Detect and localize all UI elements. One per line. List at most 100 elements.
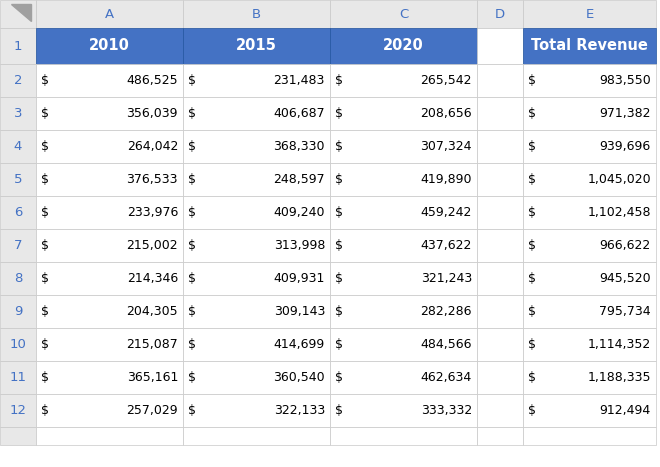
Text: 214,346: 214,346 <box>127 272 178 285</box>
Text: $: $ <box>335 404 343 417</box>
Bar <box>36 0 183 28</box>
Bar <box>523 295 656 328</box>
Text: 356,039: 356,039 <box>127 107 178 120</box>
Bar <box>477 229 523 262</box>
Text: 208,656: 208,656 <box>420 107 472 120</box>
Bar <box>330 361 477 394</box>
Bar <box>523 262 656 295</box>
Bar <box>523 427 656 445</box>
Bar <box>477 0 523 28</box>
Bar <box>523 394 656 427</box>
Text: 265,542: 265,542 <box>420 74 472 87</box>
Bar <box>523 196 656 229</box>
Bar <box>477 28 523 64</box>
Text: 484,566: 484,566 <box>420 338 472 351</box>
Bar <box>330 0 477 28</box>
Bar <box>330 394 477 427</box>
Bar <box>477 427 523 445</box>
Bar <box>183 28 330 64</box>
Bar <box>0 130 36 163</box>
Polygon shape <box>11 4 30 21</box>
Bar <box>0 262 36 295</box>
Text: E: E <box>585 7 593 21</box>
Bar <box>523 229 656 262</box>
Bar <box>36 427 183 445</box>
Text: $: $ <box>188 371 196 384</box>
Text: $: $ <box>188 404 196 417</box>
Text: B: B <box>252 7 261 21</box>
Bar <box>183 361 330 394</box>
Text: 409,240: 409,240 <box>273 206 325 219</box>
Bar <box>477 196 523 229</box>
Text: $: $ <box>41 206 49 219</box>
Text: 215,002: 215,002 <box>126 239 178 252</box>
Text: $: $ <box>335 338 343 351</box>
Bar <box>0 28 36 64</box>
Text: 264,042: 264,042 <box>127 140 178 153</box>
Text: Total Revenue: Total Revenue <box>531 38 648 54</box>
Text: 1,045,020: 1,045,020 <box>587 173 651 186</box>
Text: $: $ <box>188 305 196 318</box>
Bar <box>36 262 183 295</box>
Text: $: $ <box>41 371 49 384</box>
Bar <box>183 394 330 427</box>
Bar <box>477 262 523 295</box>
Bar <box>330 64 477 97</box>
Text: $: $ <box>41 338 49 351</box>
Text: $: $ <box>528 140 536 153</box>
Bar <box>183 64 330 97</box>
Bar <box>36 163 183 196</box>
Text: 10: 10 <box>9 338 26 351</box>
Bar <box>183 262 330 295</box>
Bar <box>523 361 656 394</box>
Text: 437,622: 437,622 <box>420 239 472 252</box>
Bar <box>36 229 183 262</box>
Bar <box>0 0 36 28</box>
Text: $: $ <box>335 371 343 384</box>
Bar <box>523 64 656 97</box>
Text: 4: 4 <box>14 140 22 153</box>
Text: $: $ <box>41 173 49 186</box>
Text: $: $ <box>188 74 196 87</box>
Text: $: $ <box>528 404 536 417</box>
Text: 333,332: 333,332 <box>421 404 472 417</box>
Text: 9: 9 <box>14 305 22 318</box>
Text: D: D <box>495 7 505 21</box>
Bar <box>36 361 183 394</box>
Text: 983,550: 983,550 <box>599 74 651 87</box>
Text: $: $ <box>335 239 343 252</box>
Bar <box>183 229 330 262</box>
Text: 8: 8 <box>14 272 22 285</box>
Text: $: $ <box>41 140 49 153</box>
Bar <box>477 163 523 196</box>
Text: $: $ <box>41 305 49 318</box>
Text: $: $ <box>335 305 343 318</box>
Text: $: $ <box>188 173 196 186</box>
Text: 462,634: 462,634 <box>421 371 472 384</box>
Text: $: $ <box>188 107 196 120</box>
Text: 966,622: 966,622 <box>600 239 651 252</box>
Text: C: C <box>399 7 408 21</box>
Bar <box>523 28 656 64</box>
Text: 1,102,458: 1,102,458 <box>587 206 651 219</box>
Bar <box>523 0 656 28</box>
Text: 282,286: 282,286 <box>420 305 472 318</box>
Text: $: $ <box>528 338 536 351</box>
Text: $: $ <box>335 206 343 219</box>
Bar <box>0 163 36 196</box>
Text: 414,699: 414,699 <box>274 338 325 351</box>
Bar <box>477 361 523 394</box>
Text: 7: 7 <box>14 239 22 252</box>
Text: $: $ <box>188 272 196 285</box>
Text: $: $ <box>335 74 343 87</box>
Text: $: $ <box>335 173 343 186</box>
Text: 215,087: 215,087 <box>126 338 178 351</box>
Text: $: $ <box>188 338 196 351</box>
Text: 368,330: 368,330 <box>273 140 325 153</box>
Text: 6: 6 <box>14 206 22 219</box>
Text: $: $ <box>528 239 536 252</box>
Text: 248,597: 248,597 <box>273 173 325 186</box>
Bar <box>477 64 523 97</box>
Bar <box>0 64 36 97</box>
Text: $: $ <box>528 206 536 219</box>
